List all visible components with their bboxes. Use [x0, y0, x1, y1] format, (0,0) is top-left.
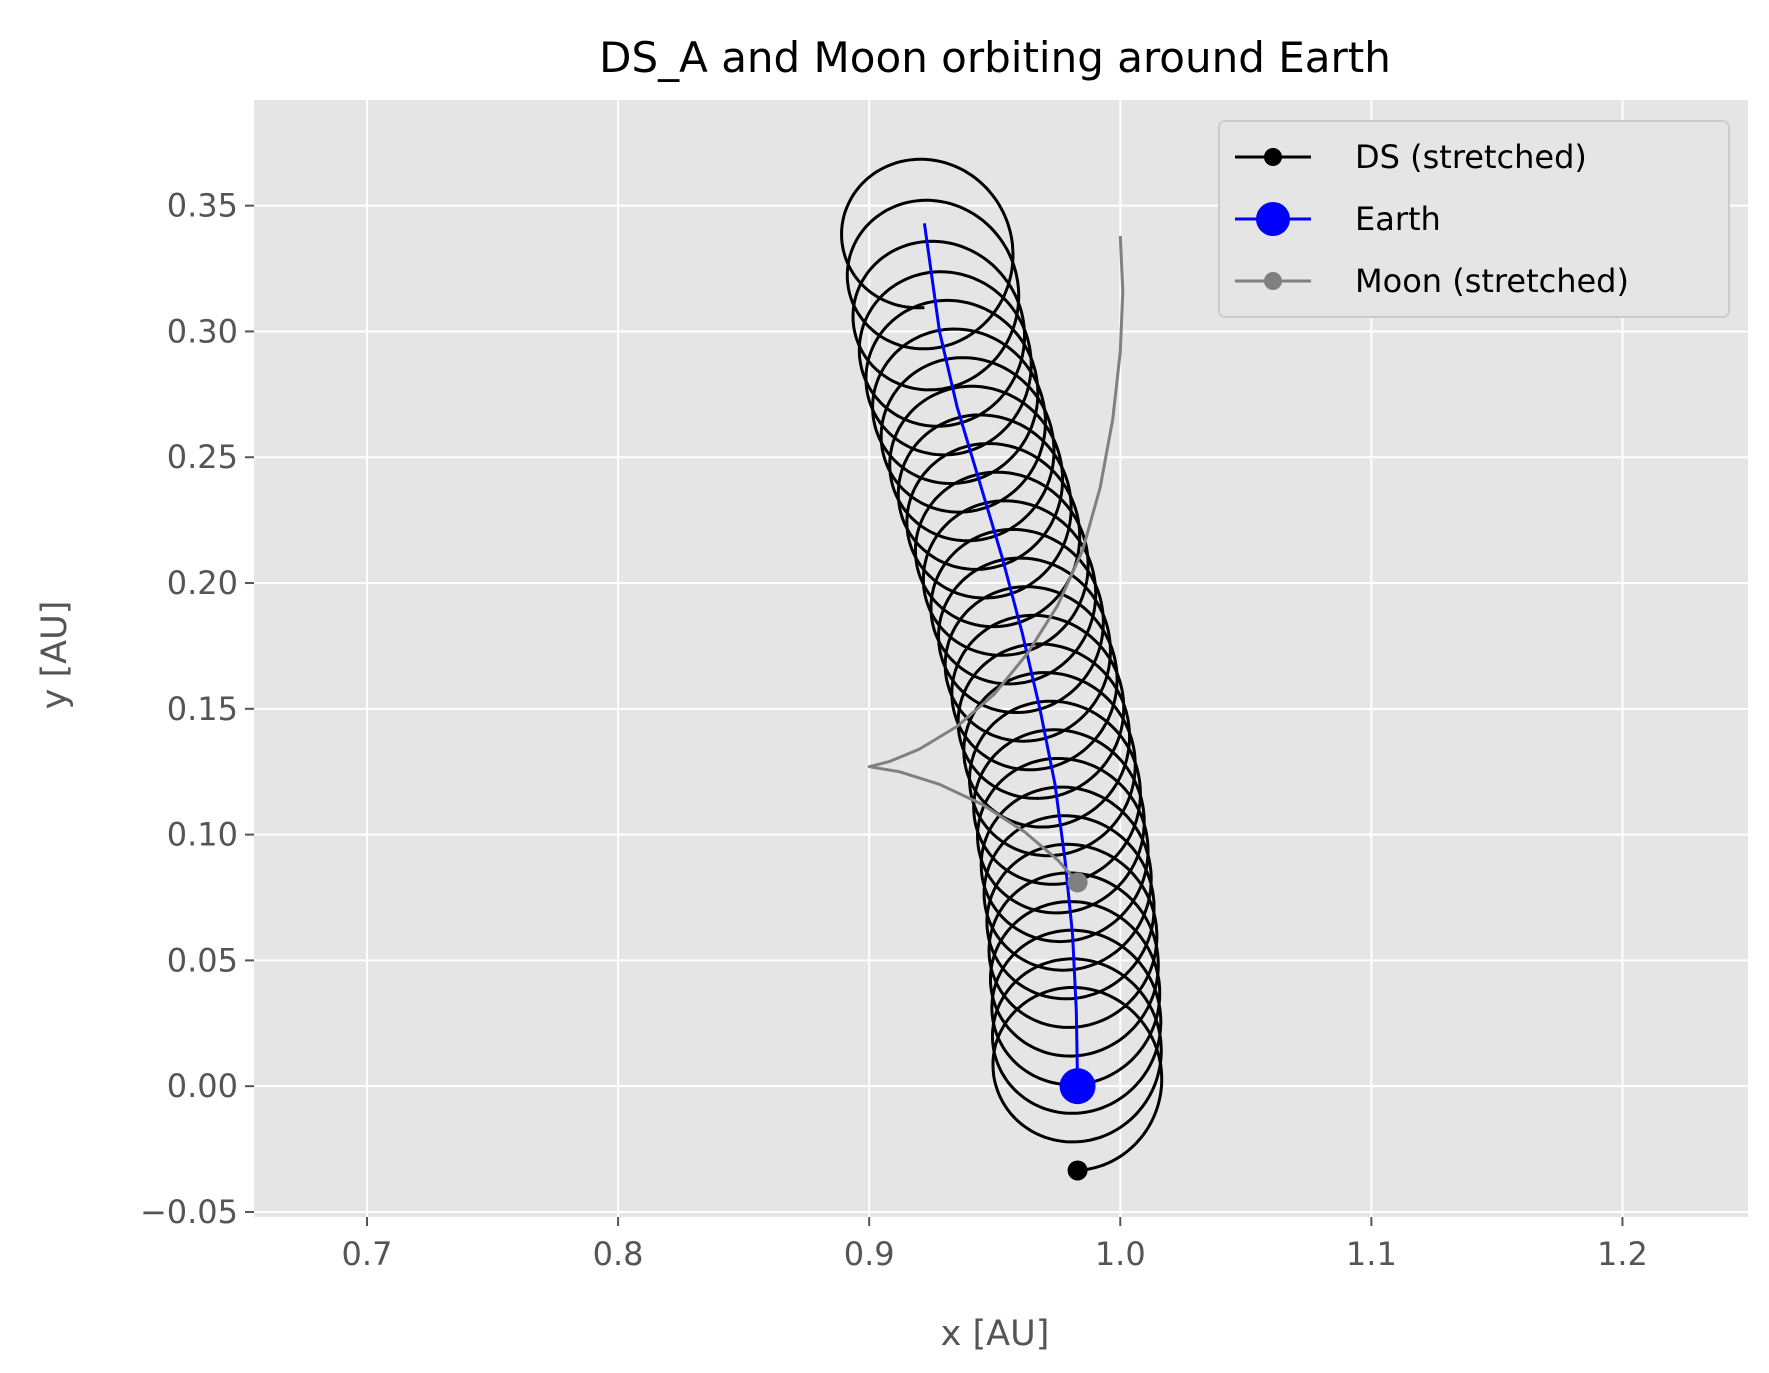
x-tick-label: 1.0 — [1095, 1235, 1146, 1273]
legend-item: Earth — [1235, 200, 1441, 238]
x-tick-label: 0.7 — [342, 1235, 393, 1273]
x-tick-label: 0.8 — [593, 1235, 644, 1273]
chart-title: DS_A and Moon orbiting around Earth — [599, 33, 1391, 82]
y-tick-label: 0.30 — [167, 312, 238, 350]
x-tick-label: 1.2 — [1597, 1235, 1648, 1273]
series-ds-stretched-line — [840, 157, 1164, 1172]
y-axis-label: y [AU] — [35, 601, 75, 710]
y-tick-label: −0.05 — [140, 1193, 238, 1231]
y-tick-label: 0.15 — [167, 690, 238, 728]
legend-label: DS (stretched) — [1355, 138, 1587, 176]
legend-item: DS (stretched) — [1235, 138, 1587, 176]
series-moon-line — [867, 235, 1125, 884]
y-tick-label: 0.00 — [167, 1067, 238, 1105]
y-tick-label: 0.25 — [167, 438, 238, 476]
y-tick-label: 0.10 — [167, 816, 238, 854]
series-earth-line — [922, 223, 1080, 1087]
legend-box — [1218, 120, 1730, 318]
x-tick-label: 1.1 — [1346, 1235, 1397, 1273]
y-tick-label: 0.35 — [167, 187, 238, 225]
legend-marker — [1256, 202, 1290, 236]
earth-end-marker — [1059, 1068, 1096, 1105]
legend-label: Moon (stretched) — [1355, 262, 1629, 300]
legend-marker — [1264, 272, 1282, 290]
legend-label: Earth — [1355, 200, 1441, 238]
ds-end-marker — [1067, 1160, 1088, 1181]
moon-end-marker — [1067, 872, 1088, 893]
ticks: 0.7 0.8 0.9 1.0 1.1 1.2 −0.05 0.00 0.05 0.10 0.15 0… — [140, 187, 1648, 1273]
y-tick-label: 0.20 — [167, 564, 238, 602]
series-layer — [840, 157, 1164, 1181]
legend-marker — [1264, 148, 1282, 166]
x-tick-label: 0.9 — [844, 1235, 895, 1273]
x-axis-label: x [AU] — [941, 1314, 1050, 1354]
y-tick-label: 0.05 — [167, 941, 238, 979]
legend: DS (stretched) Earth Moon (stretched) — [1218, 120, 1730, 318]
legend-item: Moon (stretched) — [1235, 262, 1629, 300]
